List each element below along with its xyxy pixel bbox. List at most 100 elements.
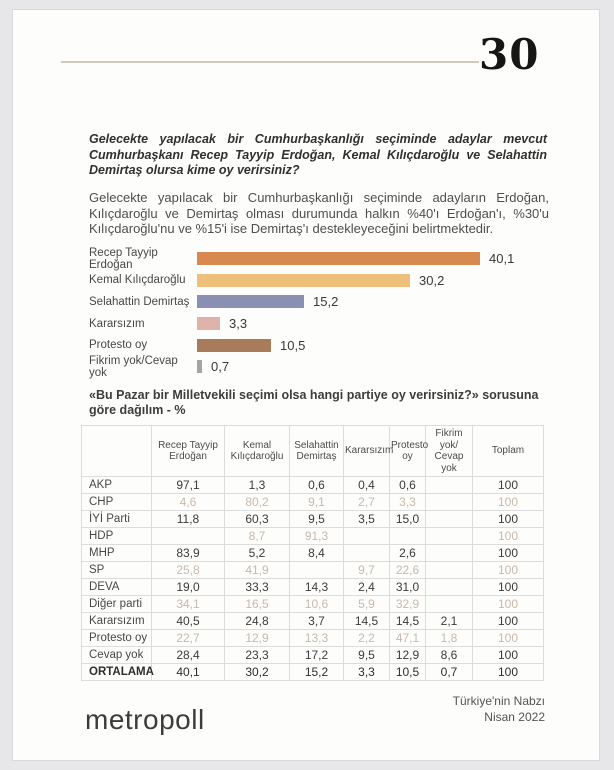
table-cell: 11,8 (151, 510, 225, 528)
crosstab-table: Recep Tayyip Erdoğan Kemal Kılıçdaroğlu Se… (81, 425, 544, 681)
chart-category-label: Kararsızım (89, 317, 145, 330)
table-cell: 100 (472, 578, 544, 596)
table-cell: 100 (472, 595, 544, 613)
table-cell: 28,4 (151, 646, 225, 664)
table-row: ORTALAMA 40,1 30,2 15,2 3,3 10,5 0,7 100 (81, 663, 544, 681)
report-page: 30 Gelecekte yapılacak bir Cumhurbaşkanl… (12, 9, 600, 761)
table-row-label: Cevap yok (81, 646, 152, 664)
table-cell: 91,3 (289, 527, 344, 545)
chart-category-label: Recep Tayyip Erdoğan (89, 246, 158, 271)
header-rule (61, 61, 479, 63)
table-cell: 8,7 (224, 527, 290, 545)
table-row: Kararsızım 40,5 24,8 3,7 14,5 14,5 2,1 100 (81, 612, 544, 630)
table-cell: 3,7 (289, 612, 344, 630)
table-row: MHP 83,9 5,2 8,4 2,6 100 (81, 544, 544, 562)
table-row-label: SP (81, 561, 152, 579)
table-cell: 9,5 (343, 646, 390, 664)
table-cell: 0,7 (425, 663, 473, 681)
chart-bar-row: Kemal Kılıçdaroğlu 30,2 (89, 270, 589, 292)
table-row-label: Protesto oy (81, 629, 152, 647)
table-column-header (81, 425, 152, 477)
table-row: Diğer parti 34,1 16,5 10,6 5,9 32,9 100 (81, 595, 544, 613)
table-cell: 40,1 (151, 663, 225, 681)
table-cell: 9,7 (343, 561, 390, 579)
table-row-label: AKP (81, 476, 152, 494)
table-cell: 1,3 (224, 476, 290, 494)
table-header-row: Recep Tayyip Erdoğan Kemal Kılıçdaroğlu Se… (81, 425, 544, 477)
table-cell: 30,2 (224, 663, 290, 681)
table-column-header: Selahattin Demirtaş (289, 425, 344, 477)
table-cell: 25,8 (151, 561, 225, 579)
chart-bar (197, 317, 220, 331)
table-row: DEVA 19,0 33,3 14,3 2,4 31,0 100 (81, 578, 544, 596)
table-column-header: Protesto oy (389, 425, 428, 477)
table-cell (425, 493, 473, 511)
survey-question: Gelecekte yapılacak bir Cumhurbaşkanlığı… (89, 132, 547, 178)
table-cell: 14,5 (343, 612, 390, 630)
table-cell: 80,2 (224, 493, 290, 511)
table-cell: 100 (472, 612, 544, 630)
table-cell: 12,9 (224, 629, 290, 647)
chart-bar-row: Fikrim yok/Cevap yok 0,7 (89, 354, 589, 379)
summary-paragraph: Gelecekte yapılacak bir Cumhurbaşkanlığı… (89, 190, 549, 237)
table-cell: 2,7 (343, 493, 390, 511)
table-cell: 31,0 (389, 578, 426, 596)
table-cell: 16,5 (224, 595, 290, 613)
table-cell: 22,7 (151, 629, 225, 647)
table-column-header: Recep Tayyip Erdoğan (151, 425, 225, 477)
table-cell: 3,3 (343, 663, 390, 681)
chart-bar-row: Kararsızım 3,3 (89, 313, 589, 335)
page-number: 30 (479, 30, 540, 79)
table-cell: 2,1 (425, 612, 473, 630)
table-cell: 24,8 (224, 612, 290, 630)
chart-category-label: Fikrim yok/Cevap yok (89, 354, 178, 379)
table-cell: 15,2 (289, 663, 344, 681)
table-cell: 100 (472, 527, 544, 545)
table-cell: 4,6 (151, 493, 225, 511)
table-row-label: Kararsızım (81, 612, 152, 630)
table-cell: 0,4 (343, 476, 390, 494)
table-row-label: DEVA (81, 578, 152, 596)
table-row: HDP 8,7 91,3 100 (81, 527, 544, 545)
report-info: Türkiye'nin Nabzı Nisan 2022 (345, 693, 545, 725)
table-cell: 15,0 (389, 510, 426, 528)
report-date: Nisan 2022 (484, 710, 545, 724)
table-cell: 5,2 (224, 544, 290, 562)
table-cell (425, 544, 473, 562)
table-row: SP 25,8 41,9 9,7 22,6 100 (81, 561, 544, 579)
table-cell: 40,5 (151, 612, 225, 630)
table-cell (425, 510, 473, 528)
table-body: AKP 97,1 1,3 0,6 0,4 0,6 100 CHP 4,6 80,2 9,1 2,7 3,… (81, 476, 544, 681)
chart-value-label: 15,2 (313, 294, 339, 310)
table-caption: «Bu Pazar bir Milletvekili seçimi olsa h… (89, 388, 539, 417)
table-cell: 41,9 (224, 561, 290, 579)
table-cell (343, 527, 390, 545)
table-cell: 83,9 (151, 544, 225, 562)
chart-value-label: 10,5 (280, 337, 306, 353)
chart-bar (197, 338, 271, 352)
table-cell (425, 595, 473, 613)
table-row-label: MHP (81, 544, 152, 562)
table-row-label: İYİ Parti (81, 510, 152, 528)
chart-bar-row: Protesto oy 10,5 (89, 334, 589, 356)
table-cell: 10,5 (389, 663, 426, 681)
chart-bar-row: Recep Tayyip Erdoğan 40,1 (89, 246, 589, 271)
table-row: Protesto oy 22,7 12,9 13,3 2,2 47,1 1,8 100 (81, 629, 544, 647)
chart-category-label: Selahattin Demirtaş (89, 295, 190, 308)
table-cell: 97,1 (151, 476, 225, 494)
table-cell (425, 561, 473, 579)
table-column-header: Kararsızım (343, 425, 393, 477)
metropoll-logo: metropoll (85, 704, 205, 735)
chart-bar (197, 273, 410, 287)
chart-value-label: 0,7 (211, 359, 230, 375)
table-cell: 19,0 (151, 578, 225, 596)
table-cell: 8,4 (289, 544, 344, 562)
chart-value-label: 30,2 (419, 272, 445, 288)
table-column-header: Fikrim yok/ Cevap yok (425, 425, 473, 477)
table-row: Cevap yok 28,4 23,3 17,2 9,5 12,9 8,6 100 (81, 646, 544, 664)
table-cell: 1,8 (425, 629, 473, 647)
table-row-label: Diğer parti (81, 595, 152, 613)
table-cell: 8,6 (425, 646, 473, 664)
table-cell: 2,6 (389, 544, 426, 562)
table-cell: 14,3 (289, 578, 344, 596)
